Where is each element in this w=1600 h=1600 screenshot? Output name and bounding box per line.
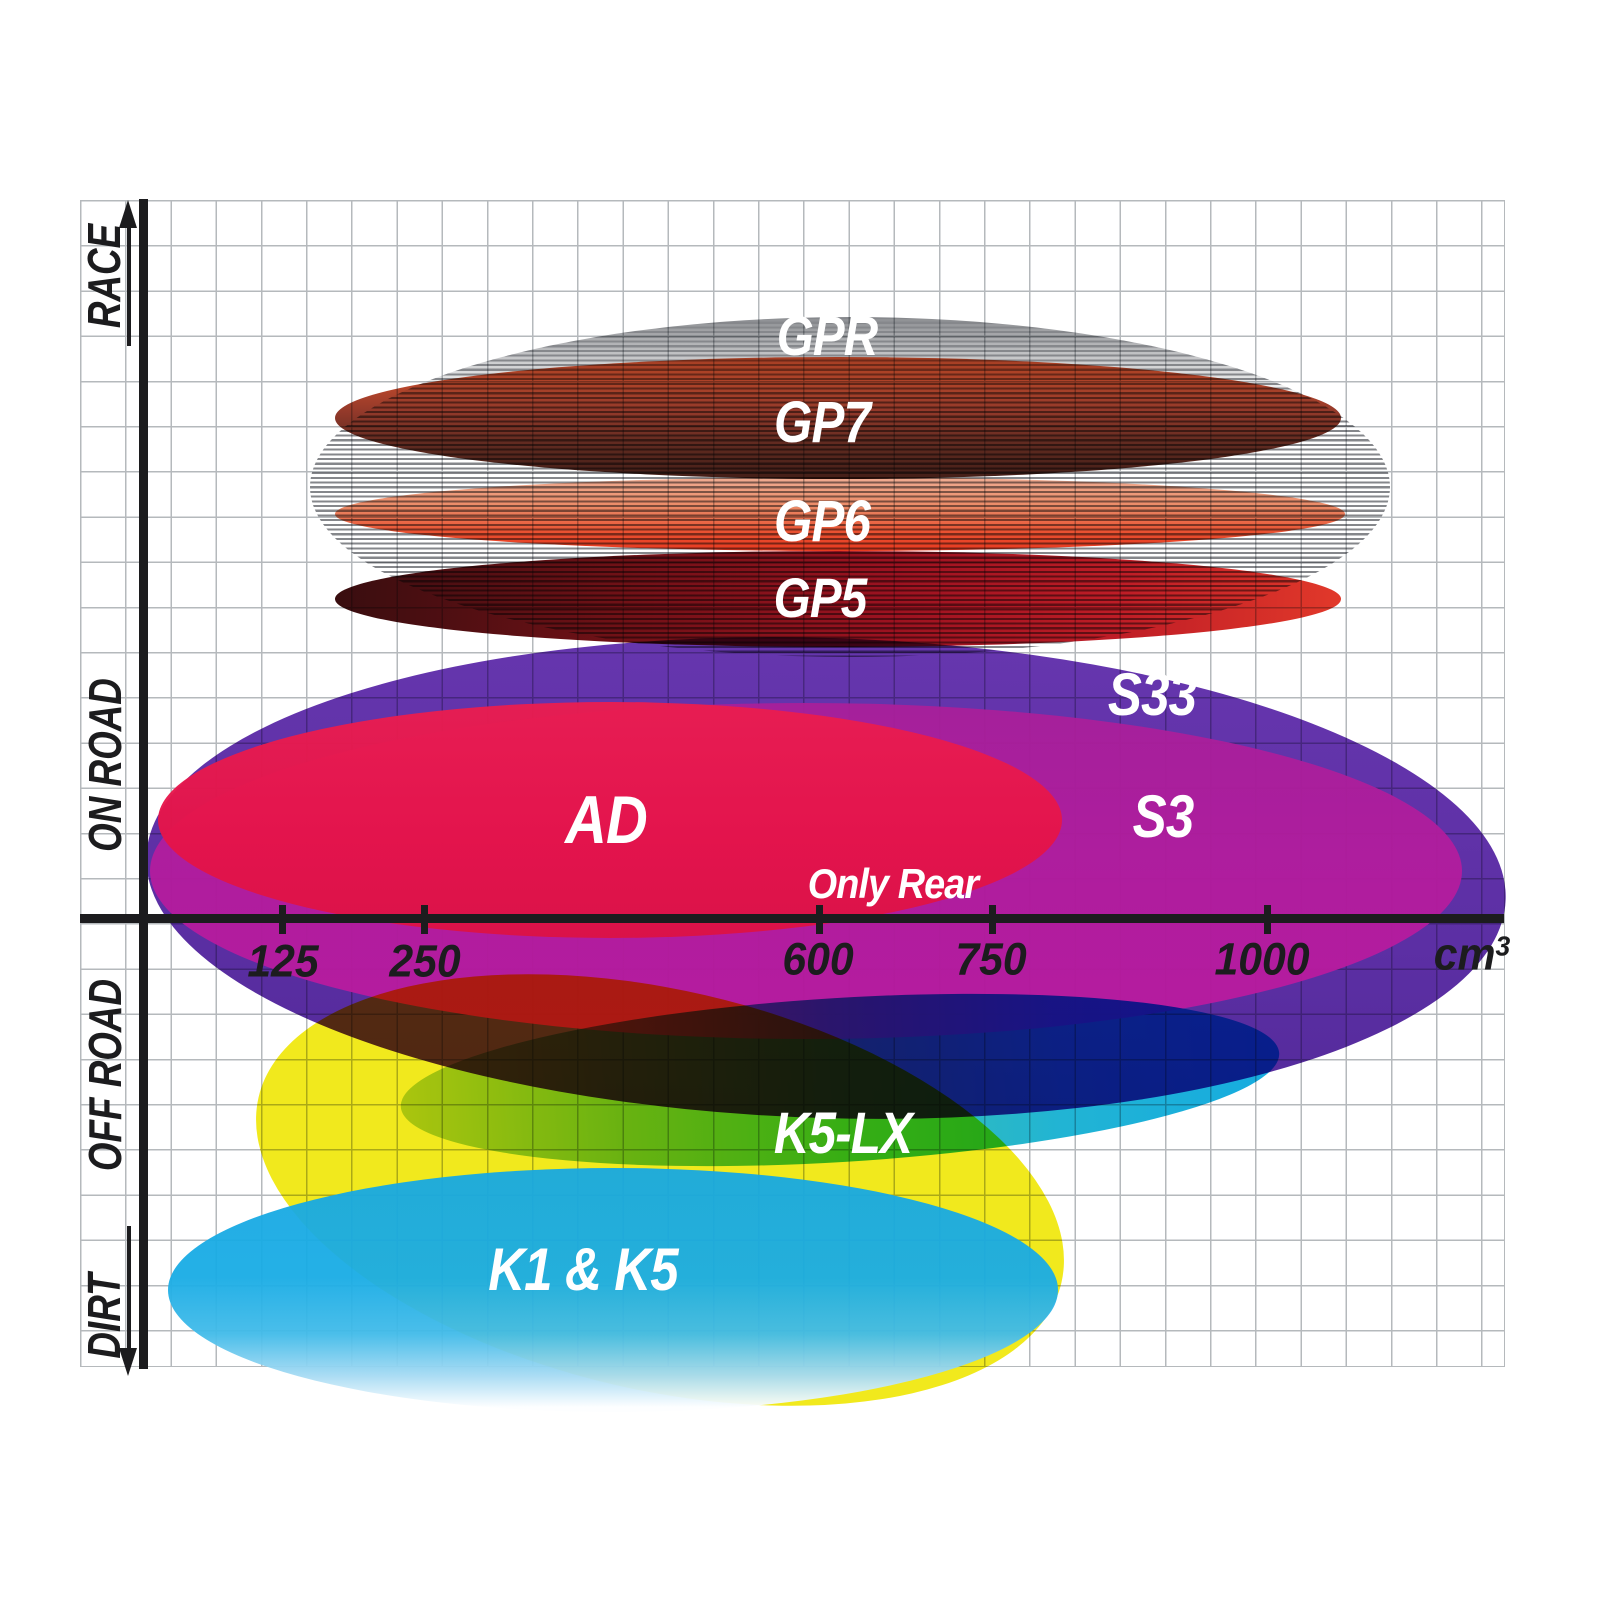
x-tick-label-600: 600: [782, 933, 854, 985]
x-tick-1000: [1264, 905, 1271, 934]
ad-label: AD: [565, 782, 648, 858]
gp7-label: GP7: [773, 390, 871, 455]
y-label-dirt: DIRT: [78, 1273, 130, 1359]
race-up-arrowhead-icon: [119, 200, 137, 228]
ad-ellipse: [158, 702, 1062, 938]
x-tick-750: [989, 905, 996, 934]
gp6-label: GP6: [773, 489, 871, 554]
gp7-ellipse: [335, 357, 1341, 479]
x-tick-label-750: 750: [955, 933, 1027, 985]
dirt-down-arrowhead-icon: [119, 1348, 137, 1376]
race-up-arrow-icon: [127, 226, 131, 346]
s3-label: S3: [1132, 783, 1195, 850]
gp5-ellipse: [335, 551, 1341, 647]
y-label-race: RACE: [78, 223, 130, 329]
x-tick-label-1000: 1000: [1214, 933, 1310, 985]
x-unit-exponent: 3: [1495, 930, 1511, 962]
x-tick-250: [421, 905, 428, 934]
x-tick-label-250: 250: [389, 935, 461, 987]
y-axis-line: [139, 199, 148, 1369]
gp5-label: GP5: [773, 566, 868, 629]
gp6-ellipse: [335, 477, 1345, 551]
y-label-on-road: ON ROAD: [79, 678, 131, 852]
gpr-label: GPR: [776, 304, 878, 367]
x-tick-600: [816, 905, 823, 934]
k1k5-ellipse: [168, 1168, 1058, 1412]
k1k5-label: K1 & K5: [488, 1236, 678, 1303]
k5lx-label: K5-LX: [773, 1101, 913, 1166]
only-rear-note: Only Rear: [807, 860, 979, 907]
x-tick-125: [279, 905, 286, 934]
x-unit-base: cm: [1433, 928, 1496, 980]
x-tick-label-125: 125: [247, 935, 319, 987]
dirt-down-arrow-icon: [127, 1226, 131, 1348]
y-label-off-road: OFF ROAD: [79, 978, 131, 1172]
x-unit-label: cm3: [1434, 932, 1511, 977]
x-axis-line: [80, 914, 1504, 923]
s33-label: S33: [1107, 661, 1197, 728]
